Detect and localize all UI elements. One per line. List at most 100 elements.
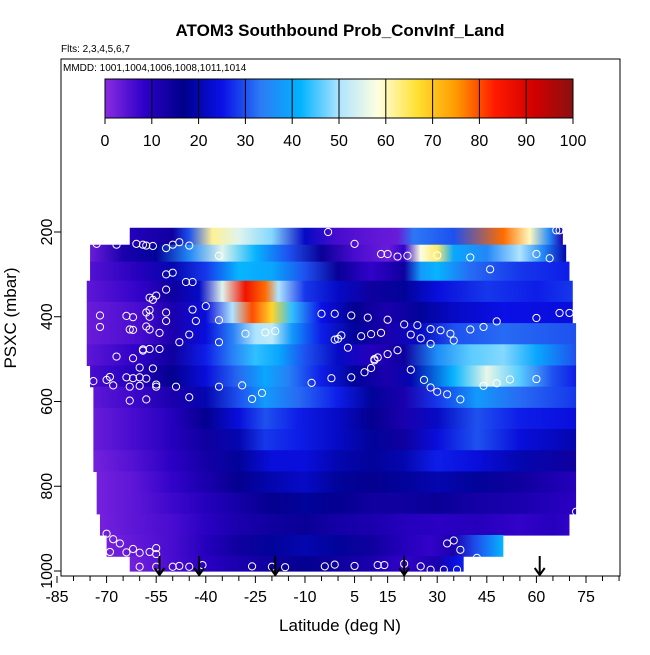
data-point xyxy=(436,326,445,335)
heatmap-row xyxy=(106,534,504,557)
data-point xyxy=(466,325,475,334)
data-point xyxy=(85,510,95,520)
colorbar-tick-label: 90 xyxy=(517,133,535,150)
heatmap-row xyxy=(99,513,570,536)
data-point xyxy=(376,328,386,337)
data-point xyxy=(128,354,138,363)
data-point xyxy=(162,308,171,317)
data-point xyxy=(383,315,392,324)
data-point xyxy=(466,253,475,262)
data-point xyxy=(324,227,333,237)
data-point xyxy=(433,251,442,260)
data-point xyxy=(446,329,455,338)
data-point xyxy=(214,251,224,260)
data-point xyxy=(105,547,115,557)
data-point xyxy=(128,374,138,383)
heatmap-row xyxy=(86,301,573,324)
data-point xyxy=(449,336,458,345)
flight-arrow xyxy=(398,556,410,577)
data-point xyxy=(171,382,181,391)
data-point xyxy=(152,382,161,391)
data-point xyxy=(148,364,157,373)
data-point xyxy=(330,560,339,569)
data-point xyxy=(545,254,554,263)
data-point xyxy=(238,381,247,390)
heatmap-row xyxy=(129,227,563,246)
colorbar-tick-label: 10 xyxy=(143,133,161,150)
x-tick-label: 30 xyxy=(428,589,446,606)
data-point xyxy=(191,316,200,326)
heatmap-row xyxy=(93,407,577,430)
data-point xyxy=(406,365,415,374)
data-point xyxy=(188,277,197,287)
x-tick-label: 15 xyxy=(379,589,397,606)
data-point xyxy=(555,308,564,318)
colorbar-ticks: 0 10 20 30 40 50 60 70 80 90 100 xyxy=(101,118,587,150)
data-point xyxy=(132,239,141,248)
data-point xyxy=(152,380,161,389)
heatmap-row xyxy=(86,323,577,345)
data-point xyxy=(162,285,171,294)
data-point xyxy=(138,240,148,249)
data-point xyxy=(142,395,151,404)
flight-arrows xyxy=(153,556,546,577)
data-point xyxy=(168,562,177,571)
data-point xyxy=(142,241,151,250)
y-tick-label: 1000 xyxy=(39,553,56,589)
data-point xyxy=(357,332,366,341)
dates-subtitle: MMDD: 1001,1004,1006,1008,1011,1014 xyxy=(63,63,247,74)
data-point xyxy=(247,562,257,571)
data-point xyxy=(383,349,392,359)
data-point xyxy=(426,383,435,392)
data-point xyxy=(92,239,101,248)
data-point xyxy=(152,544,161,553)
data-point xyxy=(148,241,157,251)
data-point xyxy=(185,241,194,250)
data-point xyxy=(241,329,250,338)
data-point xyxy=(443,539,452,548)
data-point xyxy=(155,344,164,354)
data-point xyxy=(115,539,124,548)
data-point xyxy=(247,394,257,404)
heatmap-row xyxy=(93,429,577,451)
x-tick-label: 60 xyxy=(528,589,546,606)
data-point xyxy=(330,309,339,318)
data-point xyxy=(472,553,481,562)
colorbar-tick-label: 20 xyxy=(190,133,208,150)
colorbar-tick-label: 60 xyxy=(377,133,395,150)
data-point xyxy=(125,382,134,391)
data-point xyxy=(135,363,144,372)
flight-arrow xyxy=(193,556,205,577)
heatmap-row xyxy=(96,492,577,515)
data-point xyxy=(109,381,118,390)
data-point xyxy=(416,562,425,571)
data-point xyxy=(125,396,134,405)
data-point xyxy=(128,313,138,322)
data-point xyxy=(416,334,425,343)
colorbar-dividers xyxy=(151,79,527,118)
data-point xyxy=(181,277,191,287)
data-point xyxy=(145,325,154,334)
data-point xyxy=(135,548,144,557)
chart-title: ATOM3 Southbound Prob_ConvInf_Land xyxy=(176,21,505,40)
data-point xyxy=(112,240,121,249)
y-tick-label: 400 xyxy=(39,303,56,330)
heatmap-row xyxy=(90,261,570,282)
data-point xyxy=(162,316,171,326)
x-axis: -85 -70 -55 -40 -25 -10 5 15 30 45 60 75 xyxy=(45,576,620,606)
colorbar-tick-label: 100 xyxy=(560,133,587,150)
data-point xyxy=(261,328,270,337)
data-point xyxy=(135,381,144,390)
data-point xyxy=(343,343,353,352)
data-point xyxy=(327,374,336,383)
heatmap-rows xyxy=(86,227,577,572)
colorbar-tick-label: 40 xyxy=(283,133,301,150)
data-point xyxy=(562,227,571,236)
data-point xyxy=(135,562,144,571)
y-tick-label: 800 xyxy=(39,473,56,500)
x-tick-label: -85 xyxy=(45,589,68,606)
data-point xyxy=(403,251,412,260)
x-tick-label: -10 xyxy=(293,589,316,606)
data-point xyxy=(532,374,541,384)
y-tick-label: 600 xyxy=(39,388,56,415)
